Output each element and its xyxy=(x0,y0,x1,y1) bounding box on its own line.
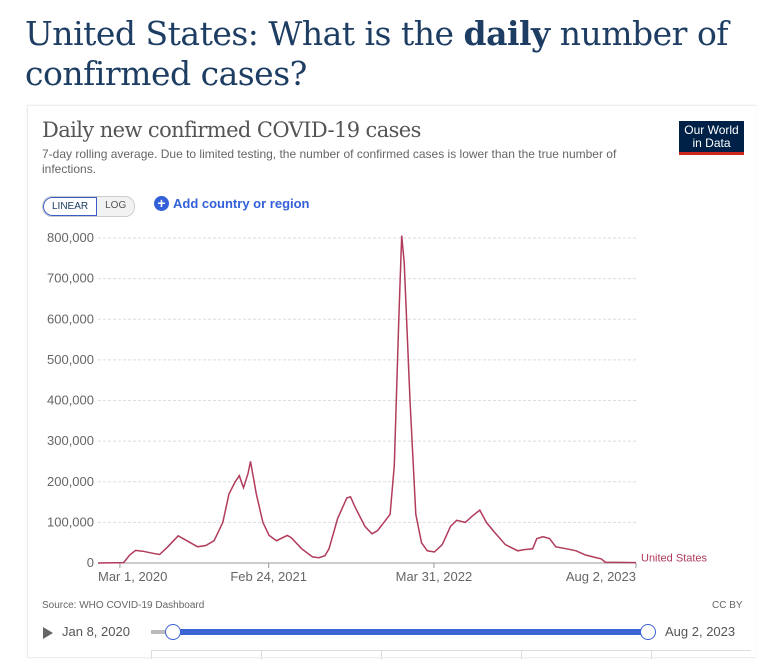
y-tick-label: 0 xyxy=(87,555,94,570)
y-tick-label: 700,000 xyxy=(47,271,94,286)
plus-circle-icon: + xyxy=(154,196,169,211)
timeline-ticks xyxy=(151,650,751,659)
y-tick-label: 600,000 xyxy=(47,311,94,326)
x-tick-label: Mar 1, 2020 xyxy=(98,569,167,584)
line-chart[interactable]: 0 100,000 200,000 300,000 400,000 500,000 600,… xyxy=(0,225,740,595)
chart-subtitle: 7-day rolling average. Due to limited te… xyxy=(42,147,617,176)
owid-logo[interactable]: Our World in Data xyxy=(679,121,744,155)
y-tick-label: 100,000 xyxy=(47,514,94,529)
add-country-button[interactable]: + Add country or region xyxy=(154,196,310,211)
timeline-end-label: Aug 2, 2023 xyxy=(665,624,736,639)
y-tick-label: 800,000 xyxy=(47,230,94,245)
timeline-start-handle[interactable] xyxy=(165,624,181,640)
timeline-selected-range[interactable] xyxy=(173,629,648,635)
chart-card xyxy=(27,105,756,658)
y-tick-label: 200,000 xyxy=(47,474,94,489)
page-headline: United States: What is the daily number … xyxy=(25,14,729,93)
timeline-start-label: Jan 8, 2020 xyxy=(62,624,130,639)
play-icon[interactable] xyxy=(43,627,53,639)
scale-toggle: LINEAR LOG xyxy=(42,196,136,217)
y-tick-label: 400,000 xyxy=(47,393,94,408)
source-link[interactable]: Source: WHO COVID-19 Dashboard xyxy=(42,600,205,611)
linear-button[interactable]: LINEAR xyxy=(43,197,98,216)
series-label: United States xyxy=(641,553,708,565)
y-tick-label: 500,000 xyxy=(47,352,94,367)
x-tick-label: Mar 31, 2022 xyxy=(396,569,473,584)
log-button[interactable]: LOG xyxy=(97,197,135,216)
series-line-united-states xyxy=(97,235,637,564)
chart-title: Daily new confirmed COVID-19 cases xyxy=(42,118,421,142)
x-tick-label: Feb 24, 2021 xyxy=(230,569,307,584)
timeline-track[interactable] xyxy=(151,630,173,634)
timeline-end-handle[interactable] xyxy=(640,624,656,640)
x-tick-label: Aug 2, 2023 xyxy=(566,569,636,584)
license-link[interactable]: CC BY xyxy=(712,600,743,611)
y-tick-label: 300,000 xyxy=(47,433,94,448)
